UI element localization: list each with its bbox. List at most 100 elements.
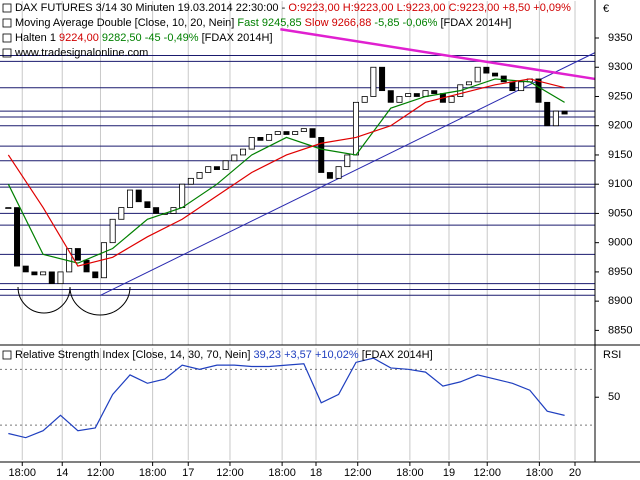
candle [57, 271, 64, 285]
x-tick-label: 18:00 [8, 467, 36, 479]
candle [387, 90, 394, 103]
candle [509, 81, 516, 92]
candle [396, 96, 403, 103]
candle [370, 66, 377, 97]
candle [544, 101, 551, 127]
y-tick-label: 9050 [608, 207, 632, 219]
candle [361, 96, 368, 103]
candle [83, 259, 90, 273]
candle [92, 271, 99, 279]
x-tick-label: 18:00 [268, 467, 296, 479]
legend-icon [2, 350, 12, 360]
legend-line: Moving Average Double [Close, 10, 20, Ne… [15, 17, 511, 29]
candle [231, 154, 238, 162]
candle [248, 137, 255, 150]
candle [405, 93, 412, 97]
candle [144, 201, 151, 208]
candle [213, 166, 220, 170]
y-tick-label: 9200 [608, 120, 632, 132]
candle [492, 72, 499, 77]
candle [283, 131, 290, 135]
candle [40, 271, 47, 276]
candle [344, 154, 351, 168]
y-tick-label: 9350 [608, 32, 632, 44]
y-tick-label: 9100 [608, 178, 632, 190]
rsi-axis-label: RSI [603, 349, 621, 361]
legend-text: O:9223,00 H:9223,00 L:9223,00 C:9223,00 … [288, 2, 571, 14]
candle [300, 128, 307, 132]
legend-line: DAX FUTURES 3/14 30 Minuten 19.03.2014 2… [15, 2, 571, 14]
candle [483, 66, 490, 74]
x-tick-label: 12:00 [473, 467, 501, 479]
legend-text: Fast 9245,85 [237, 17, 301, 29]
x-tick-label: 12:00 [216, 467, 244, 479]
candle [318, 137, 325, 173]
y-tick-label: 9250 [608, 90, 632, 102]
legend-text: Relative Strength Index [Close, 14, 30, … [15, 349, 250, 361]
legend-text: [FDAX 2014H] [362, 349, 433, 361]
legend-text: -5,85 -0,06% [374, 17, 437, 29]
candle [127, 189, 134, 208]
candle [448, 96, 455, 103]
x-tick-label: 12:00 [87, 467, 115, 479]
candle [135, 189, 142, 203]
x-tick-label: 18 [310, 467, 322, 479]
legend-text: 9224,00 [59, 32, 99, 44]
legend-text: www.tradesignalonline.com [14, 47, 148, 59]
candle [352, 101, 359, 156]
candle [335, 166, 342, 179]
legend-text: [FDAX 2014H] [202, 32, 273, 44]
legend-icon [2, 48, 12, 58]
candle [561, 110, 568, 115]
y-tick-label: 50 [608, 391, 620, 403]
candle [31, 271, 38, 276]
candle [465, 81, 472, 86]
legend-text: [FDAX 2014H] [440, 17, 511, 29]
candle [431, 90, 438, 94]
candle [518, 81, 525, 92]
x-tick-label: 19 [443, 467, 455, 479]
x-tick-label: 18:00 [139, 467, 167, 479]
candle [14, 207, 21, 267]
candle [196, 172, 203, 179]
drawing-arc [69, 286, 131, 316]
candle [309, 128, 316, 138]
x-tick-label: 14 [56, 467, 68, 479]
y-tick-label: 8850 [608, 324, 632, 336]
y-tick-label: 8900 [608, 295, 632, 307]
legend-text: DAX FUTURES 3/14 30 Minuten 19.03.2014 2… [15, 2, 286, 14]
candle [326, 172, 333, 179]
legend-icon [2, 18, 12, 28]
y-tick-label: 9300 [608, 61, 632, 73]
legend-text: 9282,50 [102, 32, 142, 44]
y-tick-label: 9150 [608, 149, 632, 161]
legend-icon [2, 33, 12, 43]
candle [5, 207, 12, 209]
legend-line: www.tradesignalonline.com [14, 47, 148, 59]
y-tick-label: 8950 [608, 266, 632, 278]
trend-line [280, 28, 596, 81]
moving-average [7, 78, 565, 267]
candle [239, 148, 247, 156]
drawing-arc [17, 286, 71, 314]
candle [379, 66, 386, 92]
legend-text: Slow 9266,88 [305, 17, 372, 29]
candle [474, 66, 481, 83]
legend-text: -45 -0,49% [145, 32, 199, 44]
candle [48, 271, 55, 285]
candle [74, 248, 81, 261]
x-tick-label: 12:00 [344, 467, 372, 479]
candle [118, 207, 125, 220]
candle [266, 134, 273, 141]
candle [292, 131, 299, 135]
candle [205, 166, 212, 173]
candle [187, 177, 194, 185]
x-tick-label: 18:00 [396, 467, 424, 479]
legend-text: Halten 1 [15, 32, 56, 44]
legend-text: 39,23 +3,57 +10,02% [253, 349, 358, 361]
candle [153, 207, 160, 214]
candle [222, 160, 229, 170]
